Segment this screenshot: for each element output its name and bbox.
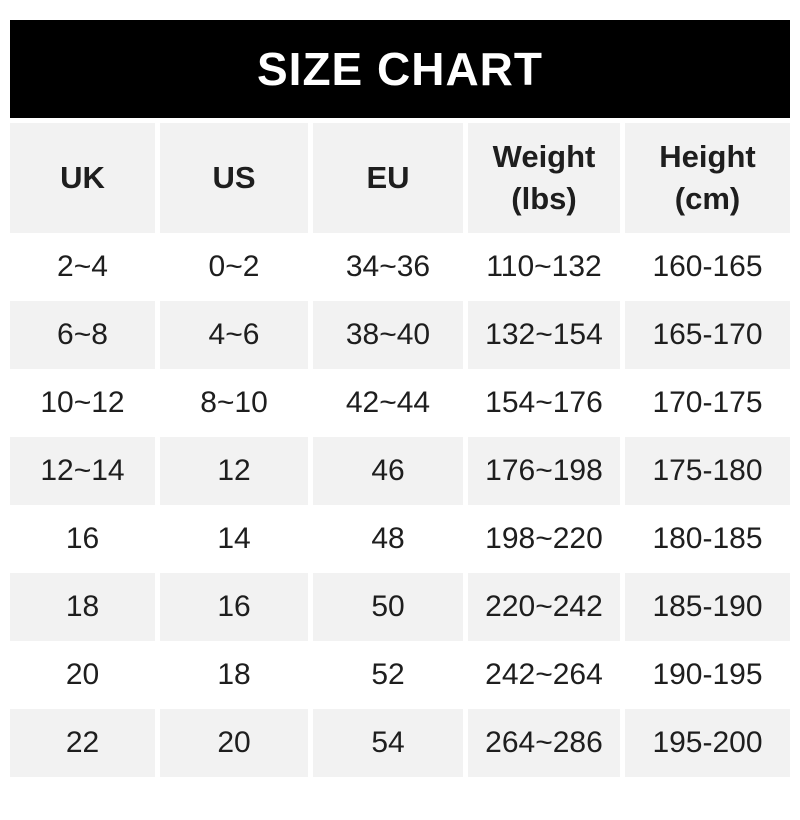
table-cell: 10~12 [10, 369, 155, 437]
table-cell: 20 [10, 641, 155, 709]
table-cell: 198~220 [468, 505, 620, 573]
size-chart-page: SIZE CHART UK US EU Weight (lbs) Height … [0, 20, 800, 777]
column-header-height: Height (cm) [625, 123, 790, 233]
table-cell: 14 [160, 505, 308, 573]
table-cell: 16 [160, 573, 308, 641]
table-cell: 8~10 [160, 369, 308, 437]
table-cell: 220~242 [468, 573, 620, 641]
table-cell: 175-180 [625, 437, 790, 505]
table-cell: 180-185 [625, 505, 790, 573]
table-cell: 16 [10, 505, 155, 573]
table-cell: 48 [313, 505, 463, 573]
table-cell: 185-190 [625, 573, 790, 641]
table-cell: 20 [160, 709, 308, 777]
table-cell: 18 [10, 573, 155, 641]
table-cell: 18 [160, 641, 308, 709]
table-cell: 12~14 [10, 437, 155, 505]
table-cell: 132~154 [468, 301, 620, 369]
table-cell: 170-175 [625, 369, 790, 437]
table-cell: 190-195 [625, 641, 790, 709]
table-cell: 160-165 [625, 233, 790, 301]
table-cell: 34~36 [313, 233, 463, 301]
table-cell: 264~286 [468, 709, 620, 777]
column-header-uk: UK [10, 123, 155, 233]
table-cell: 0~2 [160, 233, 308, 301]
table-cell: 52 [313, 641, 463, 709]
table-cell: 42~44 [313, 369, 463, 437]
table-cell: 38~40 [313, 301, 463, 369]
table-cell: 54 [313, 709, 463, 777]
table-cell: 4~6 [160, 301, 308, 369]
table-cell: 242~264 [468, 641, 620, 709]
table-cell: 154~176 [468, 369, 620, 437]
column-header-weight: Weight (lbs) [468, 123, 620, 233]
table-cell: 6~8 [10, 301, 155, 369]
table-cell: 12 [160, 437, 308, 505]
page-title: SIZE CHART [257, 43, 543, 95]
title-banner: SIZE CHART [10, 20, 790, 118]
column-header-us: US [160, 123, 308, 233]
column-header-eu: EU [313, 123, 463, 233]
table-cell: 195-200 [625, 709, 790, 777]
table-cell: 176~198 [468, 437, 620, 505]
table-cell: 46 [313, 437, 463, 505]
table-cell: 165-170 [625, 301, 790, 369]
table-cell: 2~4 [10, 233, 155, 301]
table-cell: 22 [10, 709, 155, 777]
table-cell: 50 [313, 573, 463, 641]
size-table: UK US EU Weight (lbs) Height (cm) 2~4 0~… [10, 123, 790, 777]
table-cell: 110~132 [468, 233, 620, 301]
